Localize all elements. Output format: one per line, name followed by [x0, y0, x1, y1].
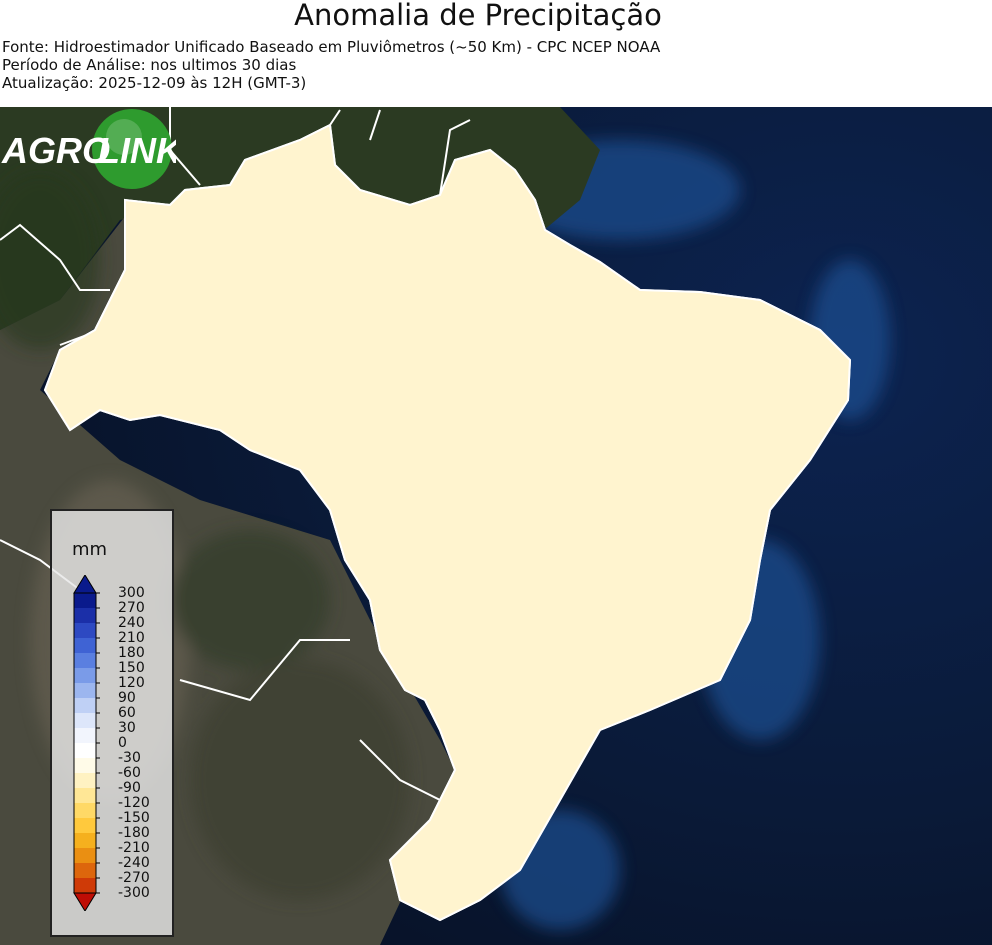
logo-word-link: LINK	[98, 130, 176, 171]
legend-swatch	[74, 698, 96, 713]
legend-swatch	[74, 833, 96, 848]
map-title: Anomalia de Precipitação	[294, 0, 662, 32]
legend-swatch	[74, 788, 96, 803]
legend-tick-label: 300	[118, 585, 145, 601]
period-line: Período de Análise: nos ultimos 30 dias	[2, 56, 297, 74]
legend-swatch	[74, 773, 96, 788]
legend-swatch	[74, 713, 96, 728]
legend-swatch	[74, 623, 96, 638]
logo-word-agro: AGRO	[1, 130, 110, 171]
legend-swatch	[74, 638, 96, 653]
legend-tick-label: 210	[118, 630, 145, 646]
legend-unit: mm	[72, 539, 108, 560]
legend-tick-label: -180	[118, 825, 150, 841]
legend-tick-label: 120	[118, 675, 145, 691]
legend-tick-label: -90	[118, 780, 141, 796]
legend-tick-label: 90	[118, 690, 136, 706]
legend-swatch	[74, 608, 96, 623]
updated-line: Atualização: 2025-12-09 às 12H (GMT-3)	[2, 74, 307, 92]
legend-swatch	[74, 818, 96, 833]
legend-tick-label: 150	[118, 660, 145, 676]
legend-tick-label: 270	[118, 600, 145, 616]
legend-arrow-top	[73, 575, 97, 594]
agrolink-logo: AGRO LINK	[1, 109, 176, 189]
legend-swatch	[74, 593, 96, 608]
legend-swatch	[74, 683, 96, 698]
legend-swatch	[74, 728, 96, 743]
precipitation-map: mm 300 270 240 210 180 150 120 90 60 30 0 -30 -60 -90…	[0, 107, 992, 945]
legend-tick-label: 0	[118, 735, 127, 751]
legend-tick-label: -210	[118, 840, 150, 856]
legend-swatch	[74, 848, 96, 863]
legend-swatch	[74, 863, 96, 878]
legend-tick-label: 30	[118, 720, 136, 736]
legend-arrow-bottom	[73, 892, 97, 911]
legend-swatch	[74, 878, 96, 893]
legend-tick-label: 240	[118, 615, 145, 631]
legend-tick-label: -120	[118, 795, 150, 811]
source-line: Fonte: Hidroestimador Unificado Baseado …	[2, 38, 661, 56]
legend-box: mm 300 270 240 210 180 150 120 90 60 30 0 -30 -60 -90…	[50, 509, 174, 937]
legend-swatch	[74, 803, 96, 818]
legend-tick-label: -270	[118, 870, 150, 886]
legend-tick-label: -300	[118, 885, 150, 901]
legend-colorbar	[73, 575, 100, 911]
legend-swatch	[74, 743, 96, 758]
legend-tick-label: -30	[118, 750, 141, 766]
legend-tick-label: 60	[118, 705, 136, 721]
legend-tick-label: 180	[118, 645, 145, 661]
legend-tick-label: -240	[118, 855, 150, 871]
legend-swatch	[74, 668, 96, 683]
legend-swatch	[74, 758, 96, 773]
legend-tick-label: -150	[118, 810, 150, 826]
legend-tick-label: -60	[118, 765, 141, 781]
legend-swatch	[74, 653, 96, 668]
